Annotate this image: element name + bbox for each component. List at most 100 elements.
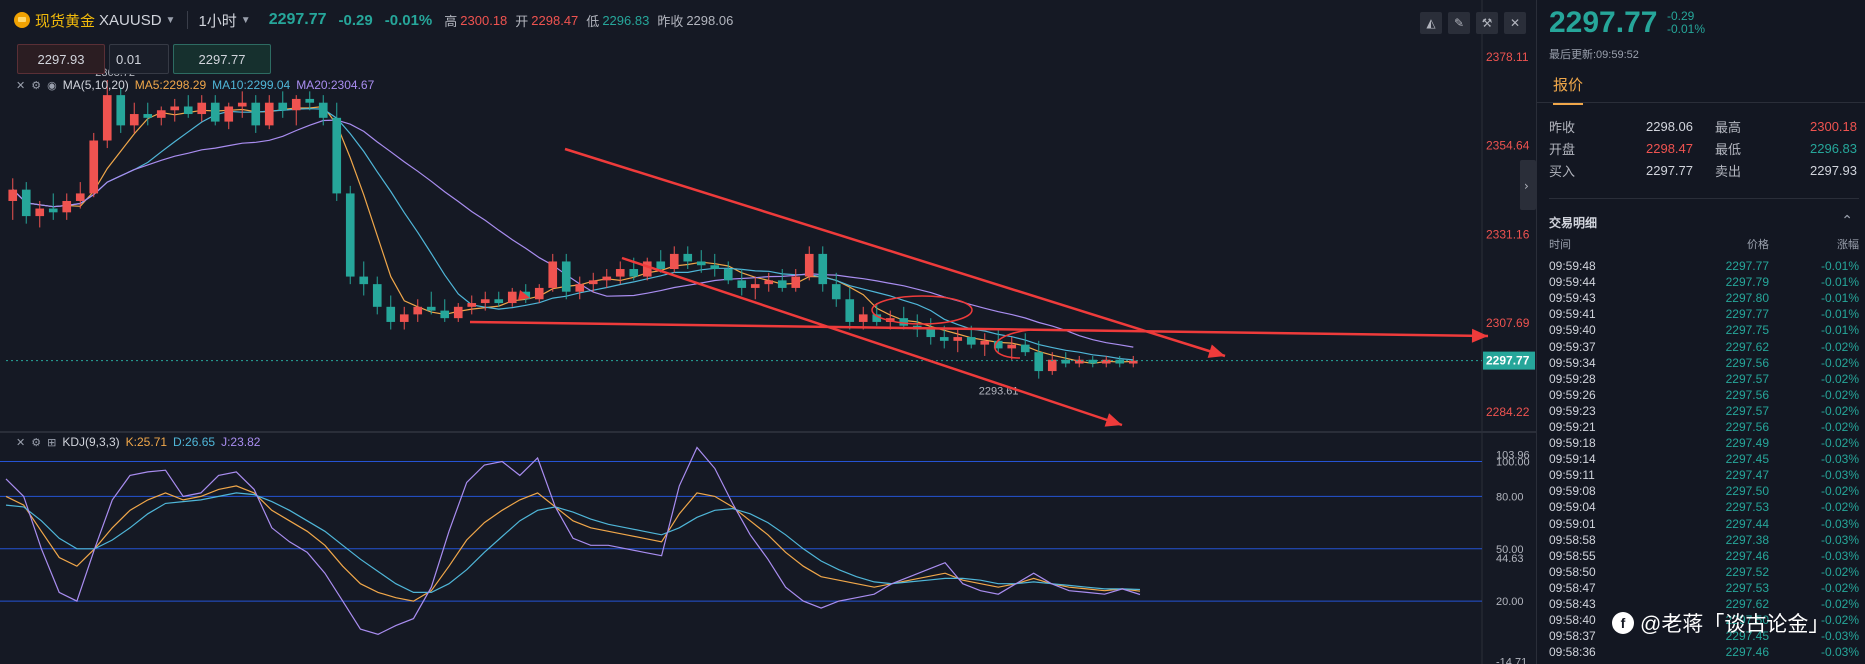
quote-row: 昨收 2298.06 最高 2300.18 (1549, 115, 1857, 137)
close-icon[interactable]: ✕ (1504, 12, 1526, 34)
trade-price: 2297.45 (1725, 452, 1769, 467)
candle-body (872, 314, 882, 322)
prev-close-value: 2298.06 (686, 12, 734, 28)
quote-value: 2297.77 (1646, 162, 1693, 178)
small-marker (518, 290, 530, 300)
candle-body (1128, 360, 1138, 364)
trade-row: 09:59:08 2297.50 -0.02% (1549, 483, 1859, 499)
chevron-up-icon[interactable]: ⌃ (1841, 212, 1853, 228)
trade-row: 09:59:37 2297.62 -0.02% (1549, 338, 1859, 354)
low-marker-label: 2293.61 (979, 386, 1019, 398)
trades-title[interactable]: 交易明细 (1549, 216, 1598, 230)
sell-button[interactable]: 2297.93 (17, 44, 105, 74)
buy-button[interactable]: 2297.77 (173, 44, 271, 74)
quote-key: 最高 (1715, 119, 1742, 135)
eye-icon[interactable]: ◉ (47, 79, 57, 92)
sidebar-change: -0.29 -0.01% (1667, 10, 1705, 36)
order-panel: 2297.93 0.01 2297.77 (17, 44, 271, 74)
kdj-tick-label: 50.00 (1496, 544, 1524, 556)
trade-row: 09:59:23 2297.57 -0.02% (1549, 403, 1859, 419)
trade-price: 2297.62 (1725, 597, 1769, 612)
trades-col-change: 涨幅 (1837, 239, 1859, 251)
trend-arrow-upper-head (1207, 344, 1225, 358)
tab-quote[interactable]: 报价 (1553, 74, 1584, 105)
candle-body (710, 265, 720, 270)
trade-price: 2297.57 (1725, 371, 1769, 386)
trade-row: 09:59:48 2297.77 -0.01% (1549, 258, 1859, 274)
trade-change: -0.02% (1820, 580, 1859, 595)
candle-body (683, 253, 693, 262)
k-value: K:25.71 (125, 435, 168, 449)
candle-body (48, 208, 58, 213)
trade-time: 09:59:26 (1549, 387, 1596, 402)
indicator-icon[interactable]: ⚒ (1476, 12, 1498, 34)
trade-row: 09:58:37 2297.45 -0.03% (1549, 628, 1859, 644)
candle-body (507, 291, 517, 304)
candle-body (575, 284, 585, 292)
candle-body (1088, 359, 1098, 364)
candle-body (953, 337, 963, 341)
candle-body (426, 306, 436, 311)
quote-key: 昨收 (1549, 119, 1576, 135)
ma10-value: MA10:2299.04 (212, 78, 291, 92)
trades-col-time: 时间 (1549, 239, 1571, 251)
trade-price: 2297.47 (1725, 468, 1769, 483)
chart-area[interactable]: 2378.11 2354.64 2331.16 2307.69 2284.22 2297.… (0, 0, 1537, 664)
candle-body (224, 106, 234, 122)
draw-icon[interactable]: ✎ (1448, 12, 1470, 34)
chevron-down-icon[interactable]: ▼ (165, 14, 176, 26)
quote-value: 2298.47 (1646, 140, 1693, 156)
kdj-tick-label: 20.00 (1496, 596, 1524, 608)
instrument-name[interactable]: 现货黄金 (35, 12, 96, 30)
symbol-label[interactable]: XAUUSD (99, 11, 162, 29)
trades-list[interactable]: 09:59:48 2297.77 -0.01% 09:59:44 2297.79 -0.0… (1549, 258, 1859, 660)
trade-row: 09:59:40 2297.75 -0.01% (1549, 322, 1859, 338)
trade-price: 2297.79 (1725, 275, 1769, 290)
quote-value: 2300.18 (1810, 118, 1857, 134)
quote-row: 开盘 2298.47 最低 2296.83 (1549, 137, 1857, 159)
divider (187, 11, 189, 29)
open-label: 开 (515, 13, 529, 29)
chart-type-icon[interactable]: ◭ (1420, 12, 1442, 34)
candle-body (534, 287, 544, 300)
close-icon[interactable]: ✕ (16, 79, 26, 92)
trade-change: -0.02% (1820, 355, 1859, 370)
quantity-input[interactable]: 0.01 (109, 44, 169, 74)
trade-row: 09:58:58 2297.38 -0.03% (1549, 532, 1859, 548)
last-price: 2297.77 (268, 11, 327, 28)
trade-row: 09:59:28 2297.57 -0.02% (1549, 371, 1859, 387)
candle-body (1047, 359, 1057, 372)
candle-body (791, 276, 801, 288)
candle-body (480, 299, 490, 304)
high-label: 高 (444, 13, 458, 29)
j-value: J:23.82 (221, 435, 261, 449)
trade-time: 09:59:21 (1549, 419, 1596, 434)
trade-row: 09:59:11 2297.47 -0.03% (1549, 467, 1859, 483)
quote-value: 2297.93 (1810, 162, 1857, 178)
ma5-value: MA5:2298.29 (134, 78, 207, 92)
timeframe-select[interactable]: 1小时 (198, 12, 237, 30)
gear-icon[interactable]: ⚙ (31, 79, 42, 92)
trade-price: 2297.45 (1725, 629, 1769, 644)
candle-body (1034, 352, 1044, 372)
ma-legend: ✕ ⚙ ◉ MA(5,10,20) MA5:2298.29 MA10:2299.… (16, 78, 374, 92)
candle-body (129, 114, 139, 126)
candle-body (993, 340, 1003, 349)
trade-price: 2297.56 (1725, 355, 1769, 370)
candle-body (372, 284, 382, 307)
trade-time: 09:58:37 (1549, 629, 1596, 644)
gear-icon[interactable]: ⚙ (31, 436, 42, 449)
candle-body (359, 276, 369, 285)
close-icon[interactable]: ✕ (16, 436, 26, 449)
chevron-down-icon[interactable]: ▼ (240, 14, 251, 26)
price-chart-svg[interactable]: 2378.11 2354.64 2331.16 2307.69 2284.22 2297.… (0, 0, 1537, 664)
gold-coin-icon (14, 12, 30, 28)
candle-body (264, 102, 274, 126)
candle-body (413, 306, 423, 315)
chart-header: 现货黄金 XAUUSD ▼ 1小时 ▼ 2297.77 -0.29 -0.01%… (0, 0, 1537, 40)
kdj-tick-label: 44.63 (1496, 553, 1524, 565)
candle-body (723, 269, 733, 281)
price-tick-label: 2284.22 (1486, 405, 1530, 419)
last-updated: 最后更新:09:59:52 (1549, 49, 1639, 61)
expand-icon[interactable]: ⊞ (47, 436, 57, 449)
